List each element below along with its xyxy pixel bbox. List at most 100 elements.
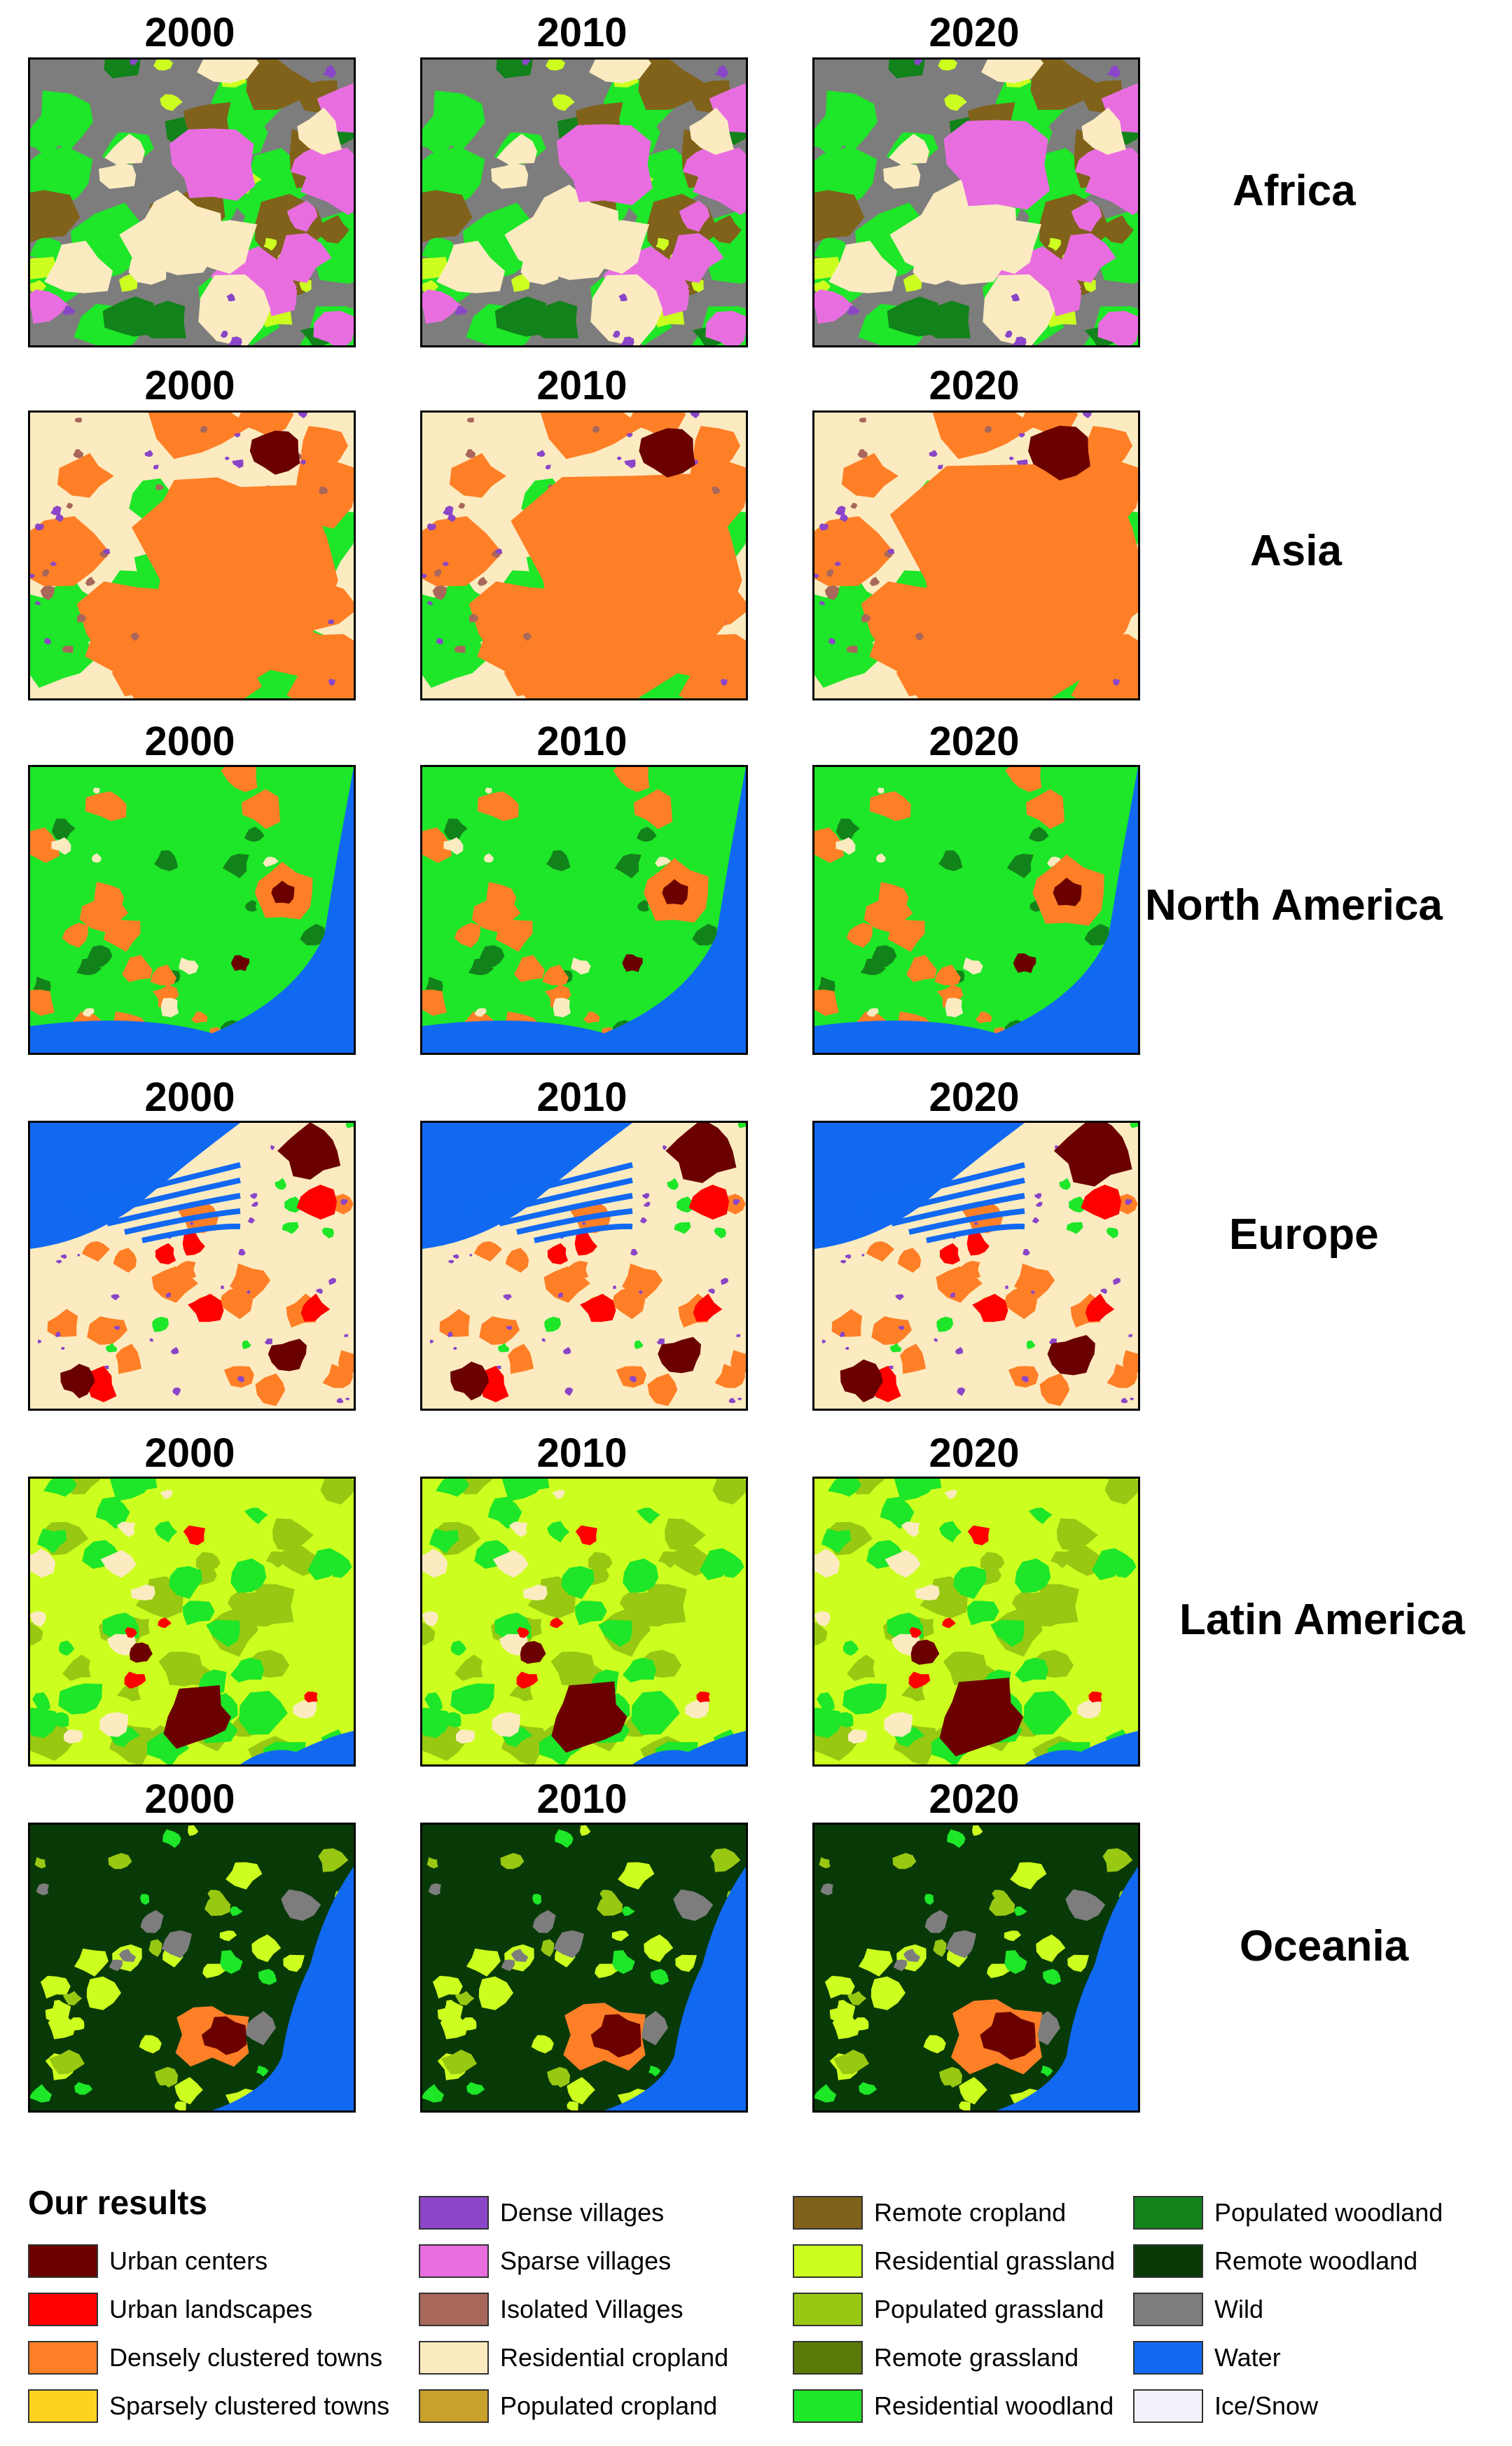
year-label: 2020 xyxy=(929,719,1020,764)
year-label: 2010 xyxy=(536,1075,627,1120)
legend-swatch xyxy=(793,2389,863,2423)
legend-label: Ice/Snow xyxy=(1214,2391,1319,2420)
land-map-image xyxy=(28,410,356,700)
legend-label: Remote grassland xyxy=(874,2343,1079,2372)
year-label: 2010 xyxy=(536,1776,627,1822)
legend-label: Populated grassland xyxy=(874,2295,1104,2323)
legend-swatch xyxy=(793,2196,863,2230)
legend-item: Remote grassland xyxy=(793,2340,1078,2376)
legend-item: Water xyxy=(1133,2340,1281,2376)
legend-item: Isolated Villages xyxy=(419,2291,684,2328)
legend-label: Remote cropland xyxy=(874,2198,1067,2227)
legend-item: Sparsely clustered towns xyxy=(28,2388,389,2424)
legend-swatch xyxy=(28,2389,98,2423)
legend-swatch xyxy=(28,2244,98,2278)
year-label: 2020 xyxy=(929,1075,1020,1120)
legend-item: Residential cropland xyxy=(419,2340,728,2376)
year-label: 2000 xyxy=(144,1430,235,1476)
legend-item: Residential grassland xyxy=(793,2243,1115,2279)
legend-swatch xyxy=(28,2341,98,2375)
year-label: 2000 xyxy=(144,1075,235,1120)
land-map-image xyxy=(28,57,356,347)
legend-item: Remote cropland xyxy=(793,2195,1066,2231)
land-map-image xyxy=(420,765,748,1055)
region-label: Africa xyxy=(1233,167,1356,215)
legend-item: Populated grassland xyxy=(793,2291,1104,2328)
legend-item: Residential woodland xyxy=(793,2388,1114,2424)
legend-label: Isolated Villages xyxy=(500,2295,684,2323)
legend-label: Residential cropland xyxy=(500,2343,729,2372)
land-map-image xyxy=(28,1477,356,1767)
year-label: 2010 xyxy=(536,719,627,764)
year-label: 2010 xyxy=(536,363,627,408)
legend-swatch xyxy=(419,2196,489,2230)
land-map-image xyxy=(420,1121,748,1411)
legend-item: Populated woodland xyxy=(1133,2195,1443,2231)
region-label: North America xyxy=(1145,881,1443,930)
land-map-image xyxy=(812,1477,1140,1767)
legend-swatch xyxy=(419,2293,489,2326)
region-label: Latin America xyxy=(1179,1596,1465,1644)
land-map-image xyxy=(28,1121,356,1411)
legend-item: Urban landscapes xyxy=(28,2291,312,2328)
year-label: 2020 xyxy=(929,1430,1020,1476)
legend-item: Dense villages xyxy=(419,2195,664,2231)
land-map-image xyxy=(420,57,748,347)
legend-label: Populated cropland xyxy=(500,2391,718,2420)
legend-label: Dense villages xyxy=(500,2198,665,2227)
legend-label: Urban landscapes xyxy=(109,2295,313,2323)
legend-item: Sparse villages xyxy=(419,2243,671,2279)
land-map-image xyxy=(812,1121,1140,1411)
year-label: 2020 xyxy=(929,1776,1020,1822)
year-label: 2020 xyxy=(929,10,1020,55)
year-label: 2020 xyxy=(929,363,1020,408)
year-label: 2000 xyxy=(144,719,235,764)
land-map-image xyxy=(812,1823,1140,2113)
legend-swatch xyxy=(1133,2341,1203,2375)
legend-swatch xyxy=(1133,2293,1203,2326)
year-label: 2010 xyxy=(536,10,627,55)
year-label: 2000 xyxy=(144,363,235,408)
legend-item: Urban centers xyxy=(28,2243,268,2279)
legend-label: Sparsely clustered towns xyxy=(109,2391,390,2420)
legend-label: Wild xyxy=(1214,2295,1263,2323)
legend-label: Residential woodland xyxy=(874,2391,1114,2420)
land-map-image xyxy=(420,1823,748,2113)
legend-label: Water xyxy=(1214,2343,1281,2372)
legend-swatch xyxy=(28,2293,98,2326)
region-label: Europe xyxy=(1229,1210,1379,1259)
legend-label: Populated woodland xyxy=(1214,2198,1443,2227)
year-label: 2010 xyxy=(536,1430,627,1476)
land-map-image xyxy=(420,1477,748,1767)
legend-label: Urban centers xyxy=(109,2246,268,2275)
land-map-image xyxy=(28,1823,356,2113)
land-map-image xyxy=(28,765,356,1055)
land-map-image xyxy=(812,410,1140,700)
year-label: 2000 xyxy=(144,1776,235,1822)
legend-swatch xyxy=(1133,2244,1203,2278)
legend-swatch xyxy=(1133,2389,1203,2423)
legend-title: Our results xyxy=(28,2185,208,2222)
year-label: 2000 xyxy=(144,10,235,55)
land-map-image xyxy=(420,410,748,700)
legend-label: Residential grassland xyxy=(874,2246,1116,2275)
legend-label: Sparse villages xyxy=(500,2246,672,2275)
legend-swatch xyxy=(419,2244,489,2278)
legend-item: Remote woodland xyxy=(1133,2243,1417,2279)
legend-item: Ice/Snow xyxy=(1133,2388,1318,2424)
legend-item: Wild xyxy=(1133,2291,1263,2328)
legend-item: Densely clustered towns xyxy=(28,2340,382,2376)
legend-swatch xyxy=(419,2389,489,2423)
legend-swatch xyxy=(793,2341,863,2375)
region-label: Asia xyxy=(1250,527,1342,575)
legend-swatch xyxy=(793,2244,863,2278)
legend-label: Densely clustered towns xyxy=(109,2343,383,2372)
legend-label: Remote woodland xyxy=(1214,2246,1418,2275)
legend-item: Populated cropland xyxy=(419,2388,717,2424)
region-label: Oceania xyxy=(1240,1922,1409,1970)
legend-swatch xyxy=(419,2341,489,2375)
legend-swatch xyxy=(793,2293,863,2326)
land-map-image xyxy=(812,765,1140,1055)
legend-swatch xyxy=(1133,2196,1203,2230)
land-map-image xyxy=(812,57,1140,347)
